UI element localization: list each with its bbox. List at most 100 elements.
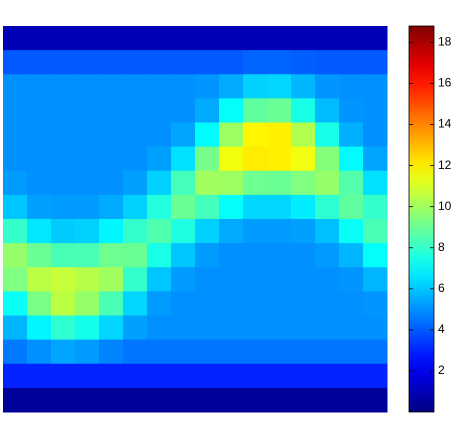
heatmap-cell [315,146,340,172]
heatmap-cell [51,291,76,316]
heatmap-cell [339,74,364,99]
heatmap-cell [363,74,388,99]
heatmap-cell [171,122,196,148]
heatmap-cell [219,267,244,292]
heatmap-cell [147,219,172,244]
heatmap-cell [243,122,268,148]
heatmap-cell [51,267,76,292]
heatmap-cell [339,98,364,123]
heatmap-cell [99,387,124,413]
heatmap-cell [339,339,364,365]
colorbar-tick-label: 8 [438,240,445,254]
heatmap-cell [243,194,268,220]
heatmap-cell [27,170,52,196]
heatmap-cell [363,146,388,172]
heatmap-cell [291,26,316,51]
heatmap-cell [219,194,244,220]
heatmap-cell [291,339,316,365]
heatmap-cell [339,291,364,316]
heatmap-cell [315,74,340,99]
heatmap-cell [123,219,148,244]
heatmap-cell [27,291,52,316]
heatmap-cell [291,243,316,268]
heatmap-cell [267,170,292,196]
colorbar-tick-label: 14 [438,117,452,131]
heatmap-cell [219,98,244,123]
heatmap-cell [267,387,292,413]
heatmap-cell [3,194,28,220]
heatmap-cell [123,363,148,389]
heatmap-cell [219,363,244,389]
heatmap-cell [75,50,100,75]
heatmap-cell [243,291,268,316]
heatmap-cell [195,146,220,172]
heatmap-cell [267,291,292,316]
heatmap-cell [75,170,100,196]
heatmap-cell [123,26,148,51]
heatmap-cell [219,50,244,75]
heatmap-cell [315,267,340,292]
heatmap-cell [291,98,316,123]
heatmap-cell [219,219,244,244]
heatmap-cell [3,170,28,196]
heatmap-cell [123,50,148,75]
heatmap-cell [3,98,28,123]
heatmap-cell [267,363,292,389]
heatmap-cell [195,26,220,51]
heatmap-cell [27,219,52,244]
heatmap-cell [291,194,316,220]
heatmap-cell [147,387,172,413]
heatmap-cell [3,315,28,341]
heatmap-cell [267,194,292,220]
heatmap-cell [3,122,28,148]
heatmap-cell [267,267,292,292]
heatmap-cell [3,267,28,292]
heatmap-cell [171,363,196,389]
heatmap-cell [291,74,316,99]
heatmap-cell [51,74,76,99]
heatmap-cell [171,315,196,341]
heatmap-cell [51,26,76,51]
heatmap-cell [27,26,52,51]
heatmap-cell [75,387,100,413]
heatmap-cell [291,50,316,75]
colorbar-tick-label: 18 [438,35,452,49]
heatmap-cell [219,170,244,196]
heatmap-cell [339,387,364,413]
heatmap-cell [147,339,172,365]
heatmap-cell [291,122,316,148]
heatmap-cell [339,194,364,220]
heatmap-cell [315,26,340,51]
colorbar-tick-label: 16 [438,76,452,90]
heatmap-cell [267,122,292,148]
heatmap-cell [123,339,148,365]
heatmap-cell [339,267,364,292]
heatmap-cell [195,170,220,196]
heatmap-cell [3,26,28,51]
heatmap-cell [27,339,52,365]
heatmap-cell [171,170,196,196]
heatmap-cell [315,243,340,268]
heatmap-cell [51,363,76,389]
heatmap-cell [99,291,124,316]
heatmap-cell [339,243,364,268]
heatmap-cell [243,243,268,268]
heatmap-cell [75,98,100,123]
heatmap-cell [315,170,340,196]
heatmap-cell [363,363,388,389]
heatmap-cell [99,315,124,341]
heatmap-cell [75,74,100,99]
heatmap-cell [363,291,388,316]
heatmap-cell [75,122,100,148]
heatmap-cell [195,98,220,123]
heatmap-cell [315,194,340,220]
heatmap-cell [51,194,76,220]
heatmap-cell [195,194,220,220]
heatmap-cell [27,98,52,123]
heatmap-cell [339,170,364,196]
heatmap-cell [195,267,220,292]
heatmap-cell [75,315,100,341]
heatmap-cell [363,122,388,148]
heatmap-cell [147,26,172,51]
heatmap-cell [363,315,388,341]
